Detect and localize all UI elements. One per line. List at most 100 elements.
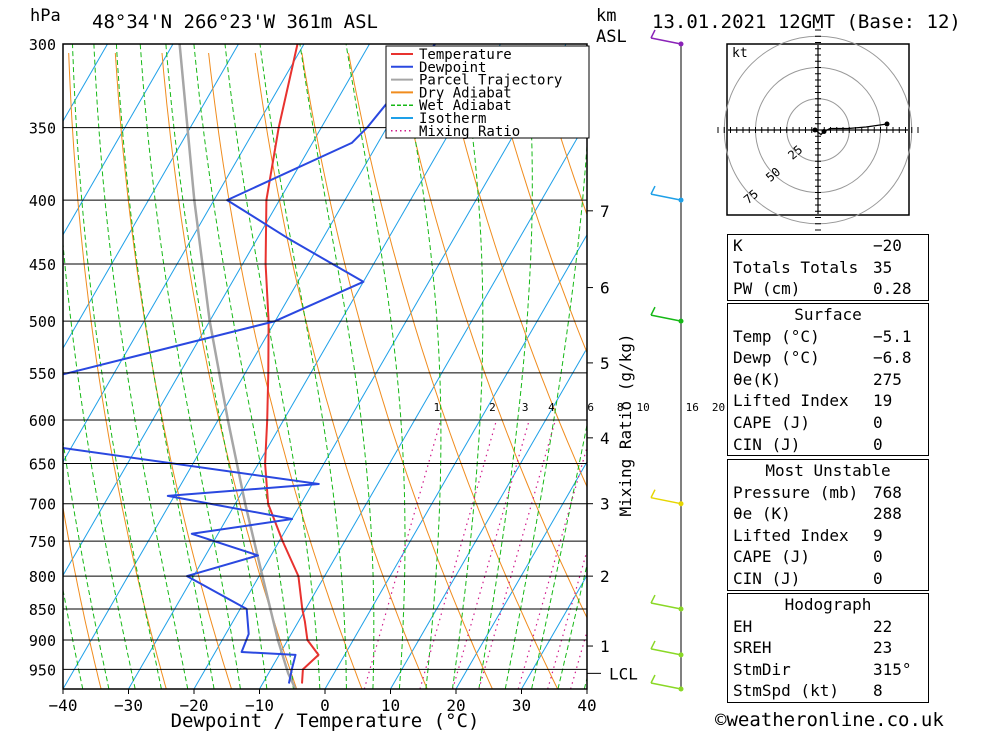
pressure-tick-label: 950 bbox=[29, 661, 56, 679]
index-value: 0 bbox=[873, 568, 883, 588]
legend-label: Parcel Trajectory bbox=[419, 73, 562, 89]
mixing-ratio-line bbox=[646, 420, 723, 689]
wet-adiabat-line bbox=[451, 44, 484, 689]
mixing-ratio-label: 16 bbox=[686, 401, 699, 414]
index-key: CAPE (J) bbox=[733, 412, 811, 432]
pressure-tick-label: 650 bbox=[29, 455, 56, 473]
index-value: 315° bbox=[873, 659, 912, 679]
temperature-tick-label: −10 bbox=[245, 696, 274, 715]
wet-adiabat-line bbox=[139, 44, 241, 689]
copyright-text: ©weatheronline.co.uk bbox=[715, 709, 944, 731]
dry-adiabat-line bbox=[254, 52, 428, 689]
index-key: CIN (J) bbox=[733, 568, 801, 588]
dry-adiabat-line bbox=[394, 52, 587, 619]
temperature-tick-label: 20 bbox=[446, 696, 465, 715]
temperature-tick-label: 30 bbox=[512, 696, 531, 715]
altitude-tick-label: 7 bbox=[600, 202, 610, 221]
mixing-ratio-label: 20 bbox=[712, 401, 725, 414]
index-key: Lifted Index bbox=[733, 391, 849, 411]
hodograph-point bbox=[884, 121, 890, 127]
hpa-unit-label: hPa bbox=[30, 6, 61, 26]
legend-label: Dewpoint bbox=[419, 60, 486, 76]
index-row: CIN (J) 0 bbox=[728, 434, 928, 456]
wind-level-dot bbox=[678, 606, 684, 612]
index-row: StmSpd (kt) 8 bbox=[728, 680, 928, 702]
pressure-tick-label: 750 bbox=[29, 533, 56, 551]
lcl-label: LCL bbox=[609, 664, 638, 683]
altitude-tick-label: 1 bbox=[600, 637, 610, 656]
index-key: Pressure (mb) bbox=[733, 482, 859, 502]
index-value: 275 bbox=[873, 369, 902, 389]
temperature-line bbox=[264, 44, 320, 684]
index-value: 8 bbox=[873, 681, 883, 701]
wet-adiabat-line bbox=[93, 44, 189, 689]
most-unstable-title: Most Unstable bbox=[765, 461, 891, 480]
isotherm-line bbox=[63, 44, 174, 236]
isotherm-line bbox=[63, 44, 370, 577]
background-lines bbox=[63, 44, 723, 689]
wet-adiabat-line bbox=[299, 44, 375, 689]
wind-level-dot bbox=[678, 197, 684, 203]
index-key: StmDir bbox=[733, 659, 791, 679]
index-key: Dewp (°C) bbox=[733, 348, 820, 368]
temperature-tick-label: −40 bbox=[49, 696, 78, 715]
mixing-ratio-label: 2 bbox=[489, 401, 496, 414]
mixing-ratio-label: 10 bbox=[637, 401, 650, 414]
wet-adiabat-line bbox=[557, 563, 587, 689]
hodograph-point bbox=[821, 129, 827, 134]
hodograph-title: Hodograph bbox=[784, 595, 872, 614]
index-key: θe(K) bbox=[733, 369, 782, 389]
index-row: Pressure (mb) 768 bbox=[728, 482, 928, 504]
wet-adiabat-line bbox=[531, 422, 587, 689]
km-unit-label: km bbox=[596, 6, 616, 26]
altitude-tick-label: 2 bbox=[600, 567, 610, 586]
index-row: CIN (J) 0 bbox=[728, 568, 928, 590]
wind-level-dot bbox=[678, 41, 684, 47]
wind-barb-feather bbox=[650, 489, 656, 499]
indices-hodograph-table: Hodograph EH 22 SREH 23 StmDir 315° StmSpd (kt… bbox=[727, 593, 929, 703]
wet-adiabat-line bbox=[72, 44, 162, 689]
index-row: CAPE (J) 0 bbox=[728, 546, 928, 568]
indices-general-table: K −20 Totals Totals 35 PW (cm) 0.28 bbox=[727, 234, 929, 301]
wet-adiabat-line bbox=[63, 587, 84, 689]
pressure-tick-label: 300 bbox=[29, 36, 56, 54]
wet-adiabat-line bbox=[504, 138, 587, 689]
pressure-tick-label: 800 bbox=[29, 568, 56, 586]
wind-barb bbox=[650, 682, 682, 690]
index-row: EH 22 bbox=[728, 616, 928, 638]
temperature-tick-label: −30 bbox=[114, 696, 143, 715]
wind-barb-feather bbox=[650, 674, 656, 684]
wind-level-dot bbox=[678, 686, 684, 692]
hodograph-point bbox=[812, 127, 818, 133]
index-value: 35 bbox=[873, 257, 893, 277]
isotherm-line bbox=[390, 347, 587, 689]
index-row: θe(K) 275 bbox=[728, 369, 928, 391]
index-key: K bbox=[733, 236, 743, 255]
altitude-tick-label: 5 bbox=[600, 354, 610, 373]
wet-adiabat-line bbox=[63, 437, 110, 689]
pressure-tick-label: 450 bbox=[29, 256, 56, 274]
dewpoint-line bbox=[63, 44, 436, 684]
index-key: SREH bbox=[733, 638, 772, 658]
wet-adiabat-line bbox=[345, 44, 406, 689]
mixing-ratio-label: 4 bbox=[548, 401, 555, 414]
index-key: CAPE (J) bbox=[733, 547, 811, 567]
wind-barb bbox=[650, 314, 682, 322]
asl-label: ASL bbox=[596, 27, 627, 47]
index-value: 9 bbox=[873, 525, 883, 545]
index-key: Lifted Index bbox=[733, 525, 849, 545]
index-value: 768 bbox=[873, 482, 902, 502]
wet-adiabat-line bbox=[399, 44, 442, 689]
dry-adiabat-line bbox=[161, 52, 298, 689]
index-row: Lifted Index 19 bbox=[728, 390, 928, 412]
hodograph-unit: kt bbox=[732, 46, 748, 61]
wet-adiabat-line bbox=[193, 44, 294, 689]
isotherm-line bbox=[193, 44, 567, 689]
temperature-tick-label: −20 bbox=[180, 696, 209, 715]
dry-adiabat-line bbox=[441, 52, 587, 488]
index-row: PW (cm) 0.28 bbox=[728, 278, 928, 300]
index-key: StmSpd (kt) bbox=[733, 681, 839, 701]
index-value: 19 bbox=[873, 391, 893, 411]
x-axis-label: Dewpoint / Temperature (°C) bbox=[171, 710, 480, 732]
